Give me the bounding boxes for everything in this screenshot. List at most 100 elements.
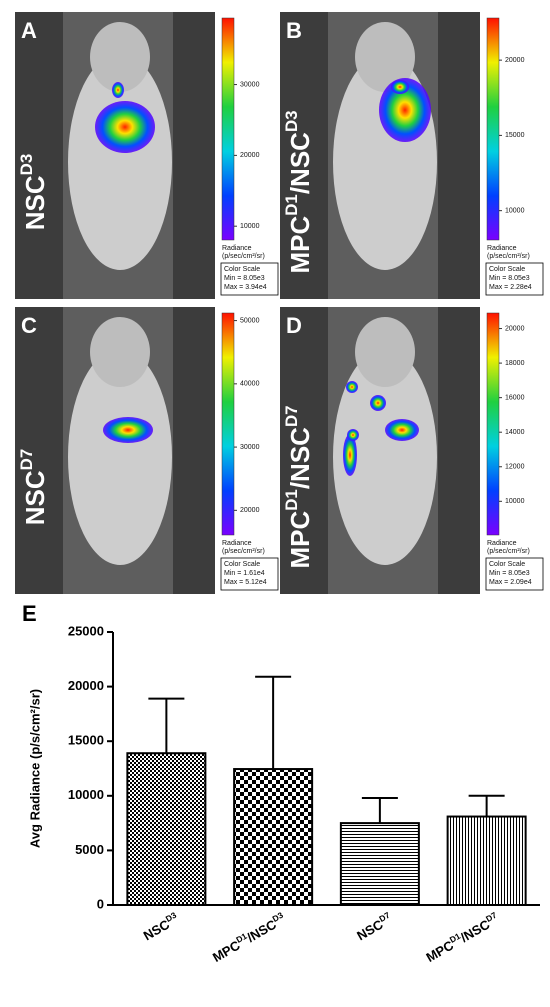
- label-part: NSC: [20, 470, 50, 525]
- color-scale-box: [220, 557, 279, 591]
- x-tick-label: MPCD1/NSCD7: [423, 910, 502, 965]
- bar: [126, 752, 207, 906]
- radiance-label: Radiance: [487, 540, 517, 547]
- colorbar-tick-label: 30000: [240, 81, 260, 88]
- signal: [370, 395, 386, 411]
- label-part: /NSC: [285, 132, 315, 194]
- colorbar: [486, 312, 500, 536]
- colorbar-tick-label: 30000: [240, 444, 260, 451]
- color-scale-box: [485, 557, 544, 591]
- colorbar-tick-label: 15000: [505, 132, 525, 139]
- label-part: MPC: [285, 511, 315, 569]
- superscript: D7: [377, 910, 392, 924]
- radiance-label: Radiance: [222, 540, 252, 547]
- color-scale-box: [485, 262, 544, 296]
- mouse-head: [355, 22, 415, 92]
- panel-letter: E: [22, 601, 37, 626]
- color-scale-box: [220, 262, 279, 296]
- colorbar-tick-label: 20000: [505, 57, 525, 64]
- panel-label: MPCD1/NSCD7: [282, 405, 315, 568]
- superscript: D7: [282, 405, 301, 427]
- colorbar-tick-label: 14000: [505, 429, 525, 436]
- colorbar-tick-label: 18000: [505, 360, 525, 367]
- superscript: D3: [282, 110, 301, 132]
- signal: [343, 434, 357, 476]
- colorbar-tick-label: 10000: [240, 223, 260, 230]
- bar: [339, 822, 420, 906]
- superscript: D7: [484, 910, 499, 924]
- label-part: NSC: [20, 175, 50, 230]
- y-tick-label: 5000: [75, 842, 104, 857]
- color-scale-min: Min = 8.05e3: [489, 570, 530, 577]
- mouse-head: [355, 317, 415, 387]
- panel-letter: B: [286, 18, 302, 43]
- bar: [446, 815, 527, 906]
- mouse: [68, 54, 172, 270]
- mouse: [68, 349, 172, 565]
- signal: [112, 82, 124, 98]
- color-scale-max: Max = 5.12e4: [224, 579, 267, 586]
- superscript: D1: [448, 931, 463, 945]
- signal: [391, 80, 409, 94]
- superscript: D3: [164, 910, 179, 924]
- y-tick-label: 10000: [68, 787, 104, 802]
- color-scale-max: Max = 3.94e4: [224, 284, 267, 291]
- panel-label: NSCD7: [17, 449, 50, 526]
- x-tick-label: NSCD3: [140, 910, 182, 944]
- signal: [385, 419, 419, 441]
- superscript: D7: [17, 449, 36, 471]
- signal: [347, 429, 359, 441]
- color-scale-max: Max = 2.09e4: [489, 579, 532, 586]
- panel-letter: D: [286, 313, 302, 338]
- signal: [103, 417, 153, 443]
- superscript: D1: [234, 931, 249, 945]
- label-part: /NSC: [285, 427, 315, 489]
- y-tick-label: 20000: [68, 678, 104, 693]
- colorbar: [221, 312, 235, 536]
- radiance-label: Radiance: [222, 245, 252, 252]
- signal: [95, 101, 155, 153]
- radiance-unit: (p/sec/cm²/sr): [487, 548, 530, 555]
- signal: [379, 78, 431, 142]
- mouse-head: [90, 317, 150, 387]
- color-scale-min: Min = 8.05e3: [489, 275, 530, 282]
- superscript: D3: [17, 154, 36, 176]
- colorbar-tick-label: 16000: [505, 394, 525, 401]
- signal: [346, 381, 358, 393]
- mouse-head: [90, 22, 150, 92]
- color-scale-label: Color Scale: [224, 266, 260, 273]
- y-tick-label: 15000: [68, 733, 104, 748]
- y-axis-label: Avg Radiance (p/s/cm²/sr): [27, 689, 42, 848]
- y-tick-label: 25000: [68, 623, 104, 638]
- x-tick-label: MPCD1/NSCD3: [209, 910, 288, 965]
- mouse: [333, 349, 437, 565]
- panel-letter: C: [21, 313, 37, 338]
- colorbar-tick-label: 12000: [505, 464, 525, 471]
- colorbar-tick-label: 40000: [240, 381, 260, 388]
- superscript: D1: [282, 194, 301, 216]
- superscript: D1: [282, 489, 301, 511]
- radiance-unit: (p/sec/cm²/sr): [222, 548, 265, 555]
- panel-label: NSCD3: [17, 154, 50, 231]
- radiance-unit: (p/sec/cm²/sr): [222, 253, 265, 260]
- color-scale-min: Min = 1.61e4: [224, 570, 265, 577]
- colorbar-tick-label: 10000: [505, 207, 525, 214]
- colorbar-tick-label: 20000: [240, 152, 260, 159]
- colorbar-tick-label: 20000: [240, 507, 260, 514]
- label-part: MPC: [285, 216, 315, 274]
- panel-label: MPCD1/NSCD3: [282, 110, 315, 273]
- colorbar: [486, 17, 500, 241]
- colorbar-tick-label: 50000: [240, 317, 260, 324]
- radiance-unit: (p/sec/cm²/sr): [487, 253, 530, 260]
- color-scale-label: Color Scale: [489, 266, 525, 273]
- x-tick-label: NSCD7: [354, 910, 396, 944]
- colorbar-tick-label: 20000: [505, 325, 525, 332]
- bar: [233, 768, 314, 907]
- color-scale-min: Min = 8.05e3: [224, 275, 265, 282]
- colorbar-tick-label: 10000: [505, 498, 525, 505]
- y-tick-label: 0: [97, 896, 104, 911]
- radiance-label: Radiance: [487, 245, 517, 252]
- color-scale-label: Color Scale: [224, 561, 260, 568]
- colorbar: [221, 17, 235, 241]
